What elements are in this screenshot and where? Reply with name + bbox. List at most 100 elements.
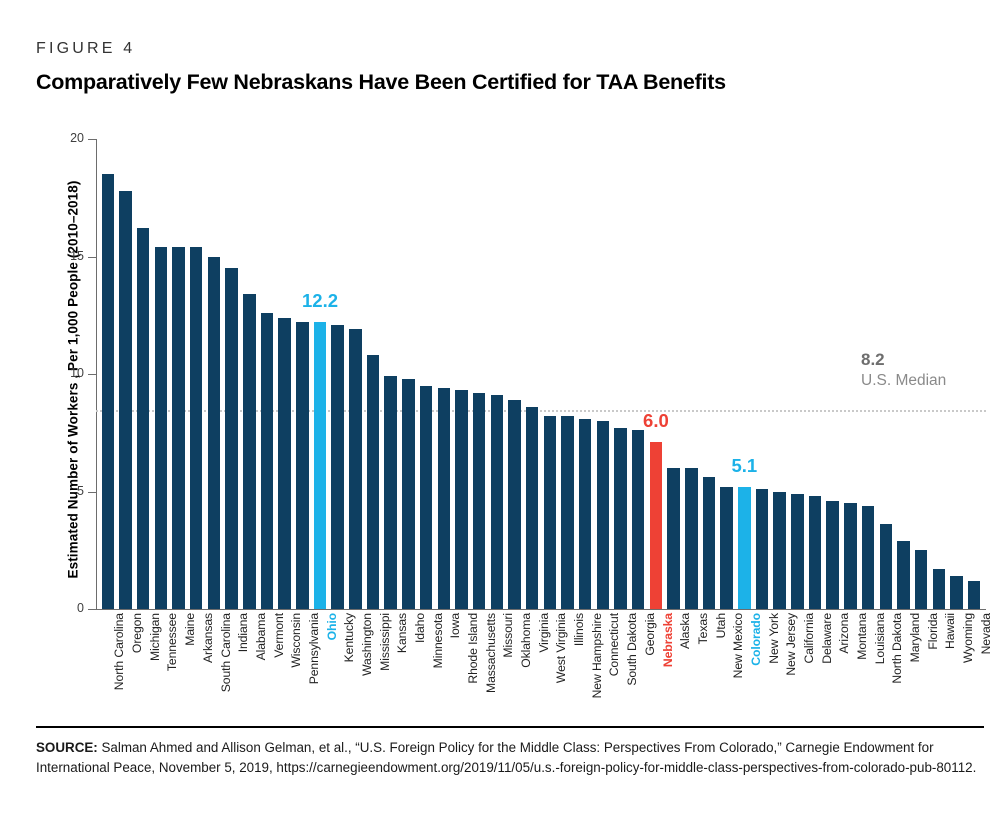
source-note: SOURCE: Salman Ahmed and Allison Gelman,… — [36, 738, 988, 779]
x-axis-label: West Virginia — [554, 613, 569, 684]
x-axis-labels: North Carolina Oregon Michigan Tennessee Mai… — [99, 613, 992, 723]
x-axis-label: Mississippi — [377, 613, 392, 671]
x-axis-label: Indiana — [236, 613, 251, 653]
bar — [543, 416, 557, 609]
x-axis-label: Maine — [183, 613, 198, 646]
x-axis-label: Connecticut — [607, 613, 622, 677]
bar — [349, 329, 362, 609]
bar — [720, 486, 733, 609]
x-axis-label: Utah — [713, 613, 728, 639]
y-axis-tick-label-wrap: 10 — [50, 366, 84, 380]
bar — [773, 491, 786, 609]
y-axis-tick-label: 20 — [70, 131, 84, 145]
bar — [702, 477, 716, 609]
bar — [950, 576, 963, 609]
bar — [561, 416, 574, 609]
source-divider — [36, 726, 984, 728]
x-axis-label: California — [801, 613, 816, 664]
x-axis-label: Ohio — [324, 613, 339, 641]
bar — [861, 505, 875, 609]
bar — [278, 317, 291, 609]
x-axis-label: Maryland — [908, 613, 923, 663]
x-axis-label: Arkansas — [200, 613, 215, 664]
x-axis-label: Iowa — [448, 613, 463, 639]
bar — [932, 569, 946, 609]
bar — [189, 247, 203, 609]
bar — [207, 256, 221, 609]
bar — [331, 324, 344, 609]
y-axis-tick-label-wrap: 0 — [50, 601, 84, 615]
bar — [649, 442, 663, 609]
median-caption-label: U.S. Median — [861, 372, 947, 389]
y-axis-tick-label: 5 — [77, 483, 84, 498]
x-axis-label: Texas — [695, 613, 710, 645]
bar — [296, 322, 309, 609]
bar — [667, 468, 680, 609]
x-axis-label: Washington — [359, 613, 374, 676]
x-axis-label: New Mexico — [731, 613, 746, 679]
bar — [402, 378, 415, 609]
x-axis-label: Massachusetts — [483, 613, 498, 693]
bar — [525, 406, 539, 609]
x-axis-label: Tennessee — [165, 613, 180, 672]
x-axis-label: Oregon — [130, 613, 145, 654]
bar — [897, 540, 910, 609]
x-axis-label: Pennsylvania — [306, 613, 321, 685]
bar — [366, 355, 380, 609]
bar — [844, 503, 857, 609]
bar — [791, 493, 804, 609]
x-axis-label: Virginia — [536, 613, 551, 653]
x-axis-label: South Dakota — [625, 613, 640, 686]
y-axis-tick — [88, 491, 97, 493]
x-axis-label: Kentucky — [342, 613, 357, 663]
median-value-label: 8.2 — [861, 350, 885, 369]
x-axis-label: Illinois — [572, 613, 587, 647]
bar — [967, 580, 981, 609]
x-axis-label: Alabama — [253, 613, 268, 661]
x-axis-label: Kansas — [395, 613, 410, 654]
x-axis-label: Louisiana — [872, 613, 887, 665]
y-axis-tick-label: 10 — [70, 366, 84, 380]
x-axis-label: New Jersey — [784, 613, 799, 676]
bar — [243, 294, 256, 609]
bar — [225, 268, 238, 609]
bar — [578, 418, 592, 609]
x-axis-label: Rhode Island — [466, 613, 481, 684]
x-axis-label: Michigan — [147, 613, 162, 661]
x-axis-label: New Hampshire — [589, 613, 604, 699]
x-axis-label: New York — [766, 613, 781, 664]
bar — [154, 247, 168, 609]
x-axis-label: Arizona — [837, 613, 852, 654]
bar — [455, 390, 468, 609]
y-axis-tick-label-wrap: 15 — [50, 249, 84, 263]
bar — [914, 550, 928, 609]
x-axis-label: Wyoming — [961, 613, 976, 663]
x-axis-label: Georgia — [642, 613, 657, 656]
bar — [596, 421, 610, 609]
x-axis-label: North Carolina — [112, 613, 127, 691]
bar — [738, 486, 751, 609]
bar — [260, 312, 274, 609]
x-axis-label: Missouri — [501, 613, 516, 658]
x-axis-label: Minnesota — [430, 613, 445, 669]
bar — [101, 174, 115, 609]
bar-value-callout: 5.1 — [731, 454, 758, 476]
bar-value-callout: 6.0 — [643, 410, 669, 432]
bar — [136, 228, 150, 609]
x-axis-line — [96, 609, 986, 610]
source-text: Salman Ahmed and Allison Gelman, et al.,… — [36, 740, 977, 776]
bar — [614, 428, 627, 609]
bar — [172, 247, 185, 609]
bar — [631, 430, 645, 609]
bar — [508, 399, 521, 609]
y-axis-tick — [88, 609, 97, 610]
x-axis-label: Nebraska — [660, 613, 675, 668]
x-axis-label: Alaska — [678, 613, 693, 649]
x-axis-label: Idaho — [413, 613, 427, 643]
y-axis-tick — [88, 139, 97, 140]
bar — [826, 500, 839, 609]
x-axis-label: Oklahoma — [519, 613, 534, 668]
bar — [119, 190, 132, 609]
